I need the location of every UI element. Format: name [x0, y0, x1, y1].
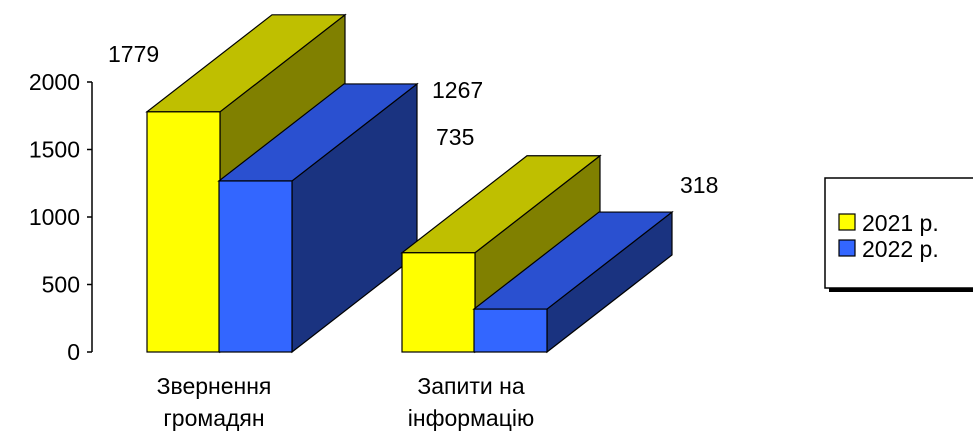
x-tick-label: Звернення: [157, 373, 272, 399]
data-label: 1267: [432, 77, 483, 103]
y-tick-label: 1500: [29, 137, 80, 163]
legend-label-2021: 2021 р.: [862, 210, 939, 236]
data-label: 1779: [108, 41, 159, 67]
bar-2022: [472, 210, 674, 354]
data-labels: 1779 1267 735 318: [108, 41, 718, 198]
data-label: 318: [680, 172, 718, 198]
bar-2022: [217, 82, 419, 354]
y-tick-label: 0: [67, 339, 80, 365]
x-tick-label: Запити на: [417, 373, 524, 399]
y-tick-label: 2000: [29, 69, 80, 95]
y-axis: 0 500 1000 1500 2000: [29, 69, 93, 365]
x-tick-label: інформацію: [408, 405, 534, 431]
bars: [145, 13, 674, 354]
y-tick-label: 1000: [29, 204, 80, 230]
legend: 2021 р. 2022 р.: [824, 177, 973, 292]
x-tick-label: громадян: [163, 405, 264, 431]
x-tick-labels: Звернення громадян Запити на інформацію: [157, 373, 535, 431]
legend-swatch-2022: [838, 239, 856, 257]
legend-swatch-2021: [838, 213, 856, 231]
legend-box: [824, 177, 973, 289]
data-label: 735: [436, 124, 474, 150]
y-tick-label: 500: [42, 272, 80, 298]
legend-label-2022: 2022 р.: [862, 236, 939, 262]
